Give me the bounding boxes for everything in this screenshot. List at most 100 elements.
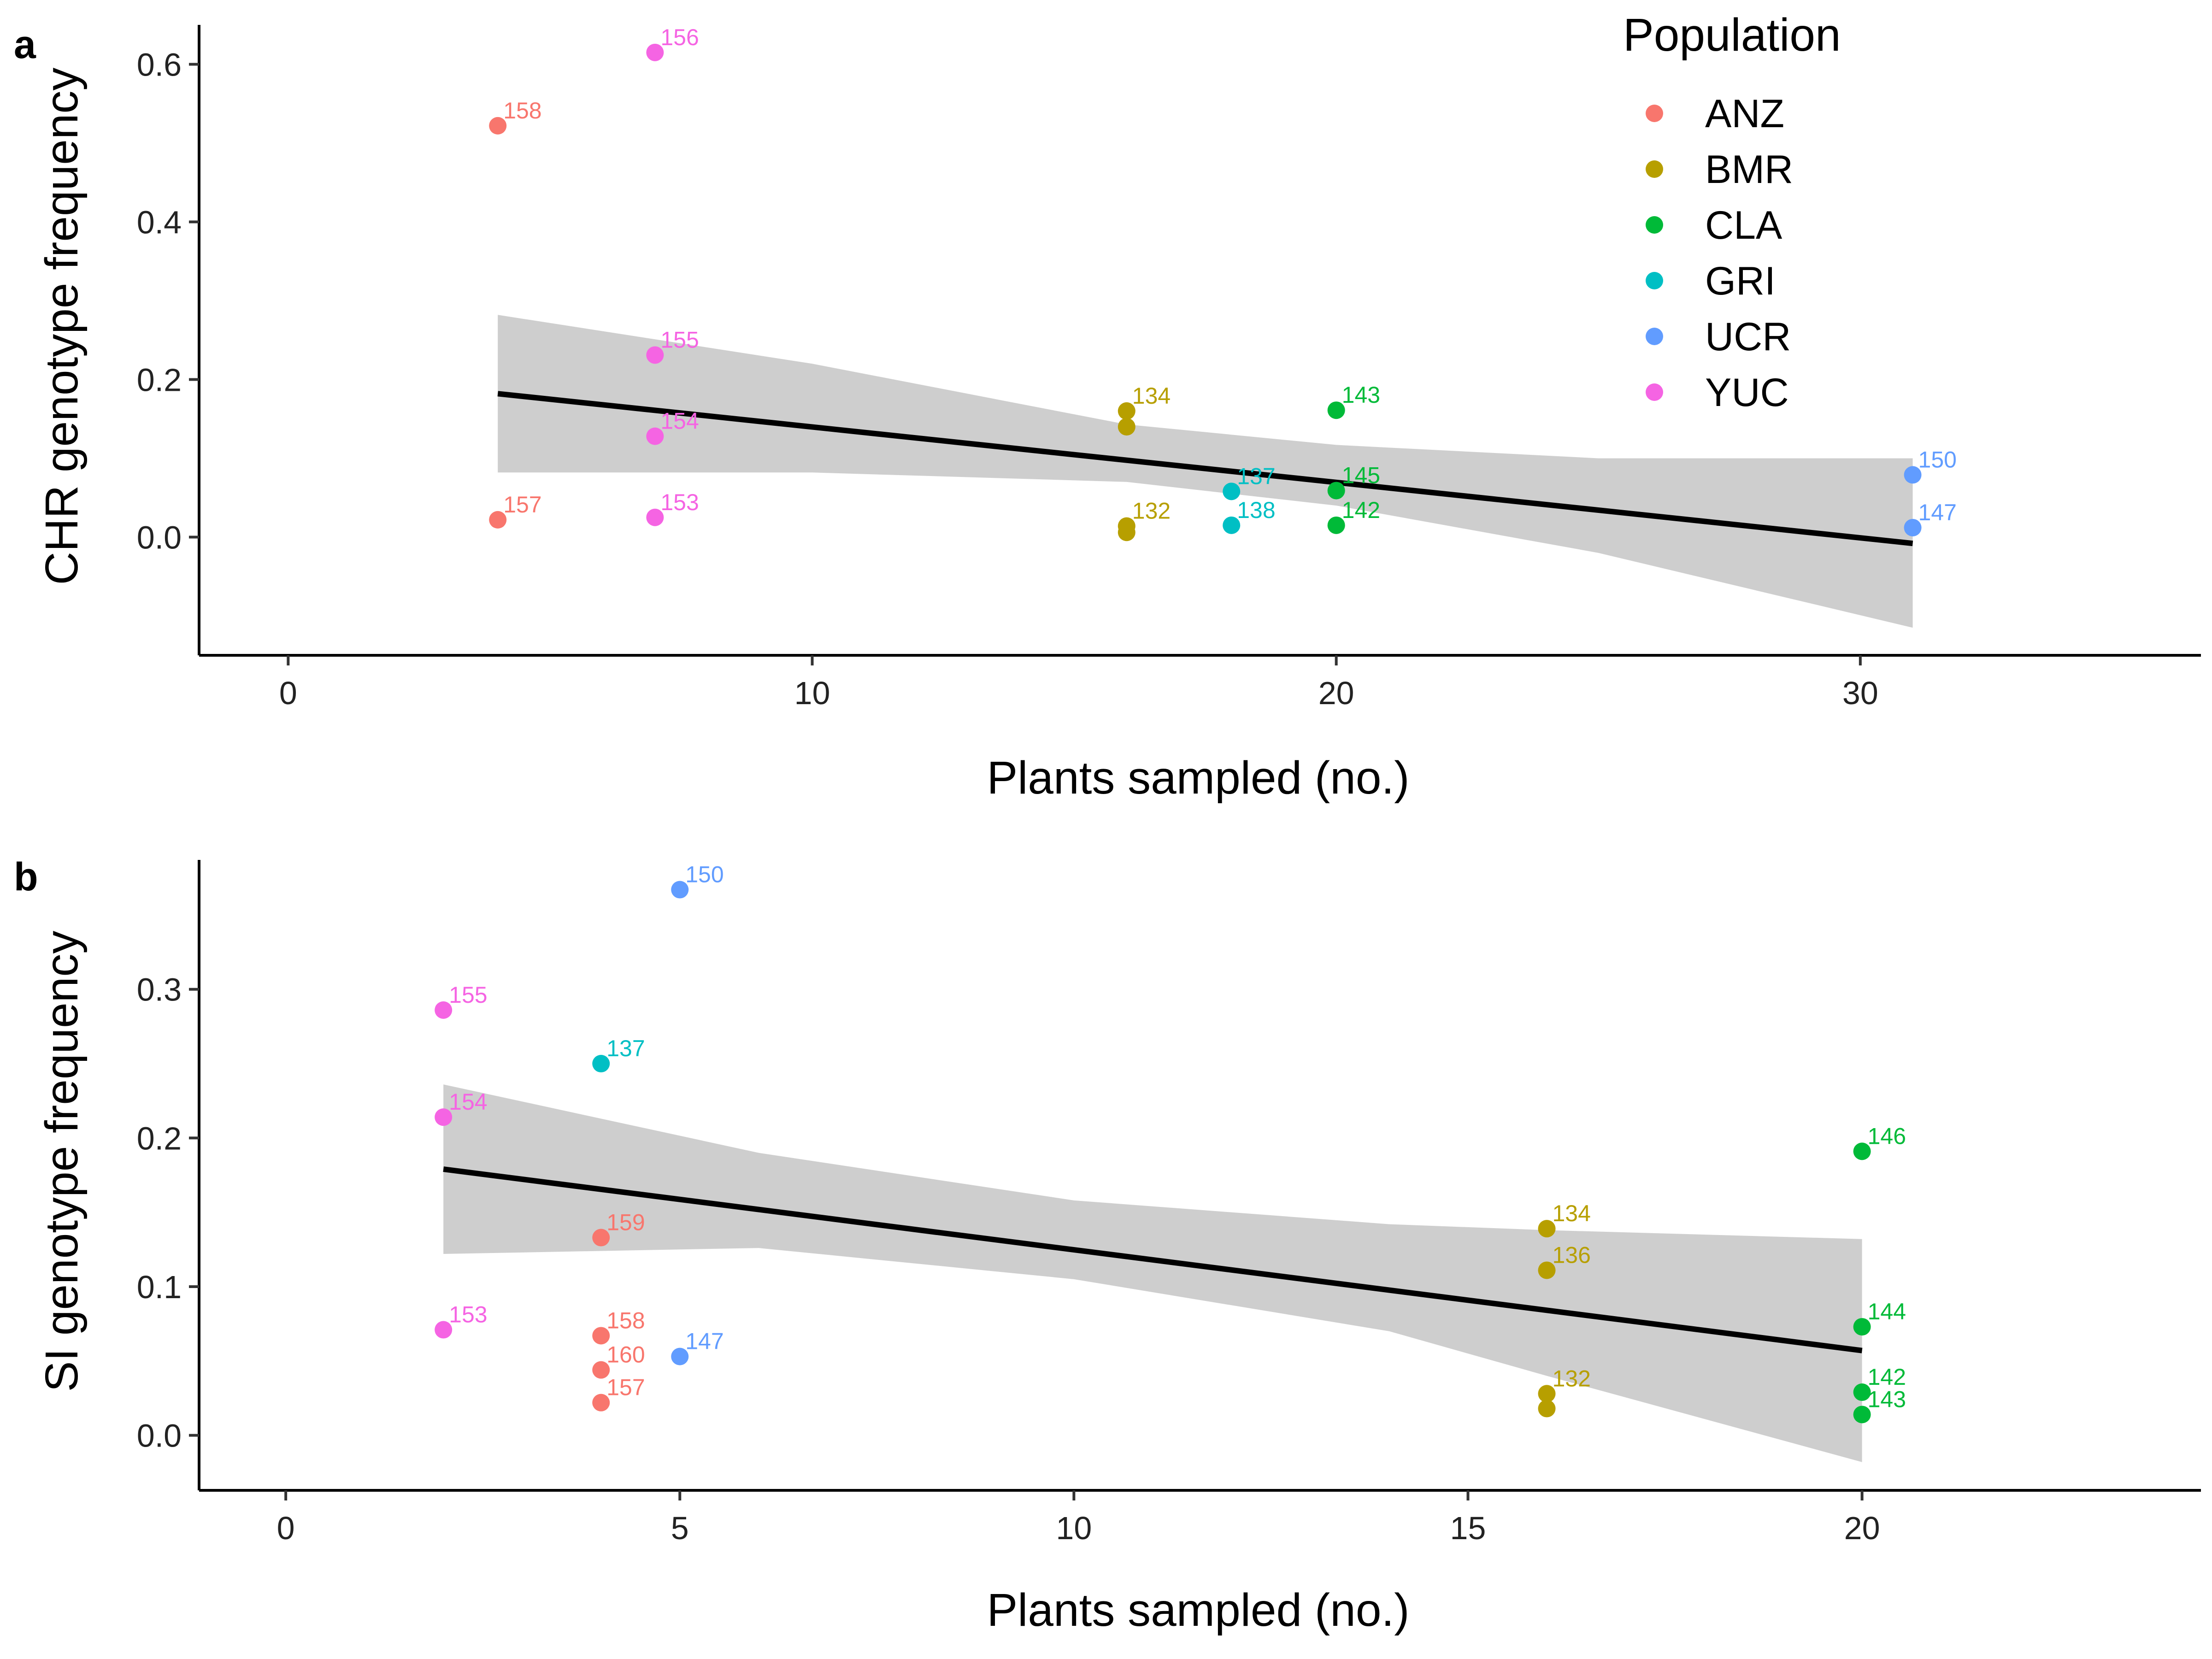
point-label: 134 — [1132, 383, 1171, 409]
panel-a-x-axis-title: Plants sampled (no.) — [987, 752, 1409, 804]
panel-b-letter: b — [14, 855, 38, 899]
panel-b-x-axis-title: Plants sampled (no.) — [987, 1584, 1409, 1636]
data-point — [1538, 1261, 1556, 1279]
data-point — [1327, 482, 1345, 500]
y-tick-label: 0.3 — [137, 972, 182, 1008]
point-label: 150 — [1918, 447, 1957, 472]
data-point — [1118, 402, 1135, 420]
panel-a-axes: 0 10 20 30 0.0 0.2 0.4 0.6 — [137, 25, 2201, 711]
point-label: 155 — [449, 982, 487, 1008]
data-point — [592, 1229, 610, 1247]
data-point — [1904, 518, 1922, 536]
data-point — [1223, 516, 1241, 534]
data-point — [671, 881, 689, 899]
point-label: 145 — [1342, 463, 1380, 488]
point-label: 153 — [449, 1302, 487, 1328]
data-point — [435, 1108, 453, 1126]
y-tick-label: 0.2 — [137, 1120, 182, 1156]
panel-a: a 158 157 156 155 154 153 134 132 137 138 143 145 14… — [14, 23, 2201, 804]
point-label: 154 — [449, 1089, 487, 1115]
panel-b-y-axis-title: SI genotype frequency — [36, 931, 88, 1392]
legend-swatch — [1646, 160, 1663, 178]
y-tick-label: 0.0 — [137, 1418, 182, 1454]
data-point — [1904, 466, 1922, 484]
legend-swatch — [1646, 383, 1663, 401]
legend-swatch — [1646, 216, 1663, 234]
panel-a-points: 158 157 156 155 154 153 134 132 137 138 143 145 142 1… — [489, 24, 1957, 541]
legend-swatch — [1646, 105, 1663, 122]
point-label: 142 — [1342, 497, 1380, 523]
data-point — [646, 427, 664, 445]
data-point — [1538, 1400, 1556, 1418]
point-label: 137 — [1237, 463, 1275, 489]
legend-entries: ANZ BMR CLA GRI UCR YUC — [1646, 92, 1793, 415]
legend-label: ANZ — [1705, 92, 1784, 136]
point-label: 157 — [503, 492, 541, 518]
panel-b-confidence-band — [443, 1084, 1862, 1462]
legend-label: BMR — [1705, 147, 1793, 192]
point-label: 157 — [606, 1375, 645, 1400]
data-point — [592, 1327, 610, 1345]
data-point — [1118, 418, 1135, 436]
legend-entry-cla: CLA — [1646, 203, 1783, 247]
legend-swatch — [1646, 272, 1663, 289]
point-label: 147 — [685, 1329, 724, 1354]
point-label: 153 — [660, 489, 699, 515]
data-point — [435, 1001, 453, 1019]
legend-title: Population — [1623, 9, 1841, 61]
data-point — [1327, 401, 1345, 419]
point-label: 155 — [660, 327, 699, 353]
x-tick-label: 15 — [1450, 1510, 1486, 1546]
legend-label: UCR — [1705, 315, 1791, 359]
legend-entry-gri: GRI — [1646, 259, 1776, 303]
data-point — [1853, 1406, 1871, 1424]
panel-a-y-axis-title: CHR genotype frequency — [36, 68, 88, 585]
data-point — [1538, 1220, 1556, 1238]
legend-label: YUC — [1705, 371, 1789, 415]
x-tick-label: 0 — [279, 675, 297, 711]
x-tick-label: 20 — [1318, 675, 1354, 711]
panel-b-fit-line — [443, 1166, 1863, 1353]
panel-b-axes: 0 5 10 15 20 0.0 0.1 0.2 0.3 — [137, 860, 2201, 1546]
legend-entry-bmr: BMR — [1646, 147, 1793, 192]
data-point — [1853, 1383, 1871, 1401]
data-point — [592, 1394, 610, 1412]
panel-a-letter: a — [14, 23, 36, 67]
point-label: 160 — [606, 1342, 645, 1368]
legend-entry-ucr: UCR — [1646, 315, 1791, 359]
legend-entry-anz: ANZ — [1646, 92, 1784, 136]
legend-label: GRI — [1705, 259, 1776, 303]
panel-b: b 15515415313715915816015715014713413613… — [14, 855, 2201, 1636]
point-label: 147 — [1918, 500, 1957, 525]
regression-line — [497, 391, 1913, 547]
y-tick-label: 0.6 — [137, 47, 182, 83]
confidence-band — [443, 1084, 1862, 1462]
point-label: 158 — [503, 98, 541, 124]
data-point — [592, 1055, 610, 1073]
x-tick-label: 10 — [794, 675, 830, 711]
data-point — [646, 43, 664, 61]
point-label: 150 — [685, 862, 724, 888]
point-label: 143 — [1868, 1386, 1906, 1412]
panel-b-points: 155 154 153 137 159 158 160 157 150 147 134 136 132 1… — [435, 862, 1906, 1424]
data-point — [646, 508, 664, 526]
y-tick-label: 0.1 — [137, 1269, 182, 1305]
data-point — [646, 346, 664, 364]
point-label: 132 — [1132, 498, 1171, 524]
panel-a-fit-line — [497, 391, 1913, 547]
data-point — [671, 1347, 689, 1365]
data-point — [1853, 1318, 1871, 1336]
point-label: 158 — [606, 1307, 645, 1333]
y-tick-label: 0.2 — [137, 362, 182, 398]
data-point — [1853, 1142, 1871, 1160]
legend-label: CLA — [1705, 203, 1783, 247]
data-point — [435, 1321, 453, 1339]
y-tick-label: 0.4 — [137, 205, 182, 241]
data-point — [1223, 482, 1241, 500]
x-tick-label: 10 — [1056, 1510, 1092, 1546]
data-point — [592, 1361, 610, 1379]
data-point — [1118, 524, 1135, 541]
data-point — [489, 117, 507, 135]
y-tick-label: 0.0 — [137, 520, 182, 556]
